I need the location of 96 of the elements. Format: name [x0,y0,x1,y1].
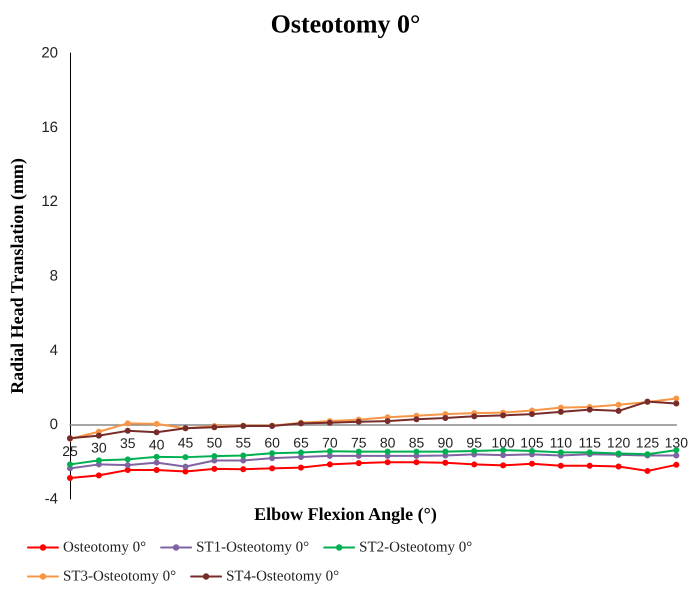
point [528,411,535,418]
x-tick-label: 95 [466,434,482,451]
point [124,462,131,468]
point [124,420,131,426]
y-tick-label: 8 [50,268,58,284]
point [356,460,362,466]
y-tick-label: 16 [41,118,58,136]
point [211,466,218,472]
x-tick-label: 40 [148,436,165,452]
y-axis-title: Radial Head Translation (mm) [7,158,27,394]
point [442,414,448,421]
legend-label: ST4-Osteotomy 0° [226,568,340,584]
point [500,412,506,418]
point [500,452,506,458]
x-tick-label: 100 [491,434,515,451]
point [384,448,391,455]
point [356,448,362,455]
point [442,460,448,466]
x-tick-label: 55 [235,434,252,451]
point [269,465,276,472]
legend-label: ST1-Osteotomy 0° [196,540,310,556]
point [96,472,102,478]
point [269,450,276,456]
point [413,448,420,455]
point [616,408,622,414]
point [182,464,188,470]
point [96,457,102,464]
point [384,418,391,424]
x-tick-label: 65 [293,434,309,451]
legend-label: Osteotomy 0° [63,540,146,556]
point [326,461,333,468]
point [154,429,160,436]
point [673,462,680,468]
x-tick-label: 70 [322,434,338,451]
point [413,459,420,466]
point [240,452,246,459]
x-tick-label: 80 [380,434,396,451]
point [442,448,448,455]
point [182,454,188,460]
x-tick-label: 75 [350,434,367,451]
point [154,420,160,427]
point [154,454,160,460]
point [558,462,564,469]
point [154,460,160,466]
point [124,428,131,434]
point [616,402,622,408]
point [616,463,622,470]
x-tick-label: 35 [120,434,136,451]
legend-label: ST2-Osteotomy 0° [359,540,472,556]
point [644,468,650,474]
point [528,448,535,454]
y-tick-label: 0 [50,416,58,434]
point [384,459,391,466]
x-axis-title: Elbow Flexion Angle (°) [254,504,437,524]
point [471,461,478,468]
point [500,462,506,468]
point [558,449,564,456]
x-tick-label: 60 [264,434,280,451]
point [298,464,304,471]
point [67,475,73,481]
point [673,452,680,459]
point [558,408,564,415]
x-tick-label: 30 [91,440,107,456]
point [586,462,593,469]
legend-label: ST3-Osteotomy 0° [63,568,176,584]
point [211,453,218,460]
point [124,456,131,462]
point [67,461,73,468]
point [240,466,246,472]
point [673,395,680,402]
point [471,448,478,454]
x-tick-label: 125 [636,434,660,451]
point [471,413,478,420]
x-tick-label: 45 [178,434,194,451]
point [586,406,593,413]
point [182,468,188,474]
x-tick-label: 105 [520,434,544,451]
point [154,467,160,474]
x-tick-label: 115 [578,434,602,451]
point [673,400,680,406]
x-tick-label: 110 [550,434,572,451]
y-tick-label: 4 [50,342,58,359]
x-tick-label: 85 [408,434,424,451]
point [528,460,535,467]
x-tick-label: 130 [664,434,688,451]
chart-title: Osteotomy 0° [270,10,420,38]
point [413,416,420,422]
x-tick-label: 120 [606,434,630,451]
y-tick-label: -4 [44,490,58,508]
y-tick-label: 12 [41,193,58,210]
point [96,432,102,439]
point [298,450,304,456]
point [326,448,333,454]
x-tick-label: 90 [438,434,454,451]
y-tick-label: 20 [41,44,58,62]
x-tick-label: 50 [206,434,222,451]
